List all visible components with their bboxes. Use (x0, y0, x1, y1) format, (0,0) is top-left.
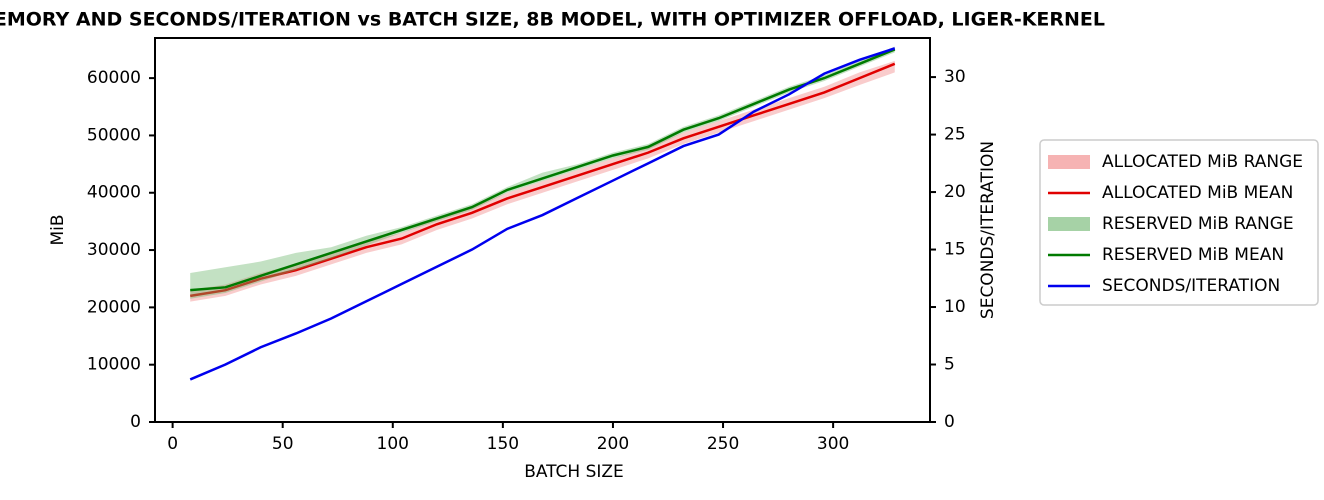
range-band (190, 60, 895, 302)
legend-label: ALLOCATED MiB MEAN (1102, 183, 1293, 203)
y2-tick-label: 5 (944, 355, 955, 375)
y2-tick-label: 10 (944, 297, 966, 317)
y-tick-label: 0 (130, 412, 141, 432)
x-tick-label: 250 (707, 434, 739, 454)
x-tick-label: 150 (487, 434, 519, 454)
y2-axis-label: SECONDS/ITERATION (978, 141, 998, 319)
x-tick-label: 0 (167, 434, 178, 454)
x-tick-label: 300 (817, 434, 849, 454)
legend-label: SECONDS/ITERATION (1102, 276, 1280, 296)
x-tick-label: 200 (597, 434, 629, 454)
legend-box (1039, 139, 1319, 306)
y2-tick-label: 30 (944, 67, 966, 87)
y-tick-label: 30000 (87, 240, 141, 260)
x-tick-label: 50 (272, 434, 294, 454)
y-tick-label: 60000 (87, 68, 141, 88)
y-tick-label: 50000 (87, 125, 141, 145)
y-tick-label: 20000 (87, 297, 141, 317)
chart-title: MEMORY AND SECONDS/ITERATION vs BATCH SI… (0, 9, 1105, 31)
legend-label: RESERVED MiB RANGE (1102, 214, 1294, 234)
series-line (189, 47, 896, 381)
legend-swatch (1048, 217, 1090, 231)
series-line (190, 62, 896, 298)
legend-label: ALLOCATED MiB RANGE (1102, 152, 1303, 172)
y-tick-label: 10000 (87, 355, 141, 375)
series-line (190, 48, 896, 292)
range-band (190, 46, 895, 299)
y2-tick-label: 0 (944, 412, 955, 432)
legend-label: RESERVED MiB MEAN (1102, 245, 1284, 265)
y2-tick-label: 15 (944, 240, 966, 260)
legend-swatch (1048, 155, 1090, 169)
y2-tick-label: 25 (944, 125, 966, 145)
x-tick-label: 100 (377, 434, 409, 454)
y-tick-label: 40000 (87, 183, 141, 203)
y-axis-label: MiB (48, 214, 68, 245)
y2-tick-label: 20 (944, 182, 966, 202)
x-axis-label: BATCH SIZE (524, 462, 624, 482)
plot-frame (154, 37, 931, 423)
